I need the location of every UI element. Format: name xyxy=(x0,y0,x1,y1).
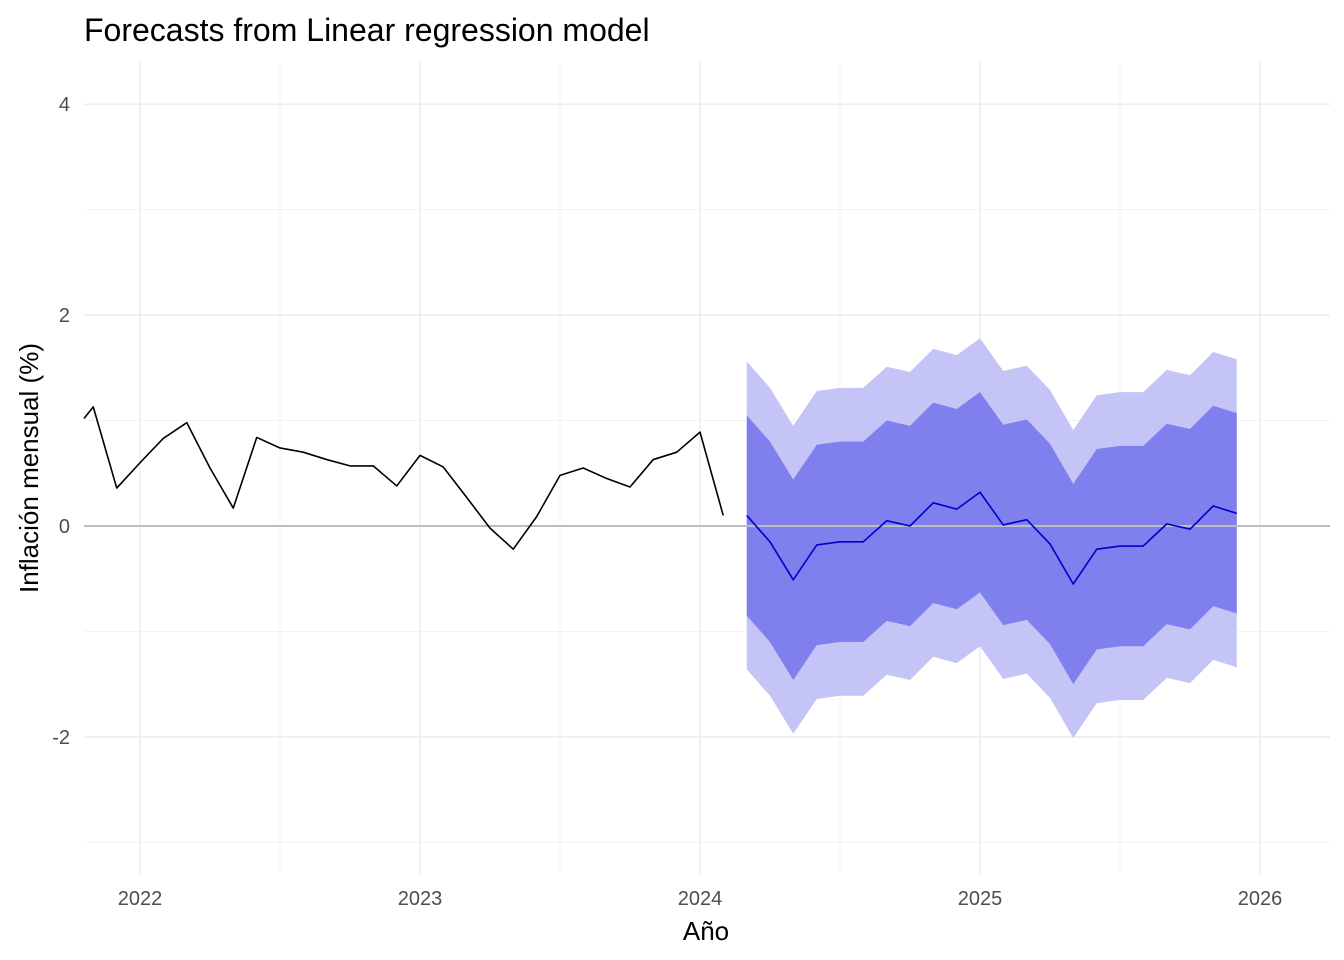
series-lines xyxy=(83,406,1237,585)
x-tick-label: 2024 xyxy=(678,888,723,910)
x-tick-label: 2023 xyxy=(398,888,443,910)
y-tick-label: 4 xyxy=(59,94,70,116)
y-tick-label: -2 xyxy=(52,727,70,749)
x-axis-label: Año xyxy=(683,916,729,946)
forecast-intervals xyxy=(746,338,1237,738)
y-axis-ticks: -2 0 2 4 xyxy=(52,94,70,749)
x-tick-label: 2026 xyxy=(1238,888,1283,910)
x-axis-ticks: 2022 2023 2024 2025 2026 xyxy=(118,888,1283,910)
y-tick-label: 0 xyxy=(59,516,70,538)
history-line xyxy=(83,406,725,551)
minor-gridlines xyxy=(84,62,1330,874)
chart-title: Forecasts from Linear regression model xyxy=(84,12,650,48)
interval-80-band xyxy=(746,392,1237,685)
y-axis-label: Inflación mensual (%) xyxy=(14,343,44,593)
x-tick-label: 2022 xyxy=(118,888,163,910)
x-tick-label: 2025 xyxy=(958,888,1003,910)
forecast-mean-line xyxy=(746,491,1237,585)
y-tick-label: 2 xyxy=(59,305,70,327)
